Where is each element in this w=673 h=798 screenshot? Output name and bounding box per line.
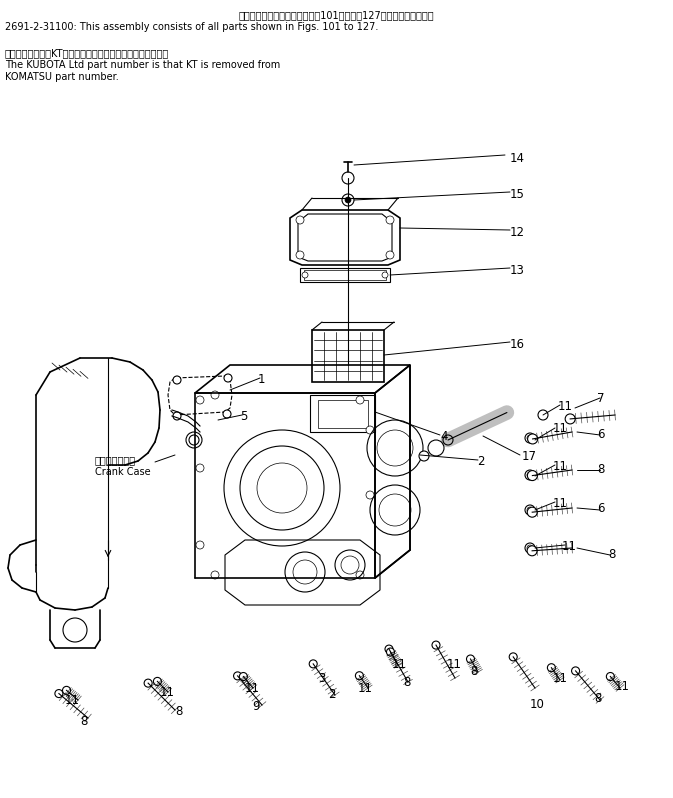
Circle shape (223, 410, 231, 418)
Text: 11: 11 (558, 400, 573, 413)
Text: 17: 17 (522, 450, 537, 463)
Circle shape (240, 673, 248, 681)
Text: クランクケース: クランクケース (95, 455, 136, 465)
Circle shape (466, 655, 474, 663)
Circle shape (528, 434, 538, 444)
Circle shape (342, 194, 354, 206)
Text: 10: 10 (530, 698, 545, 711)
Circle shape (386, 251, 394, 259)
Circle shape (356, 396, 364, 404)
Text: 14: 14 (510, 152, 525, 165)
Text: 4: 4 (440, 430, 448, 443)
Text: 8: 8 (594, 692, 602, 705)
Circle shape (386, 648, 394, 656)
Circle shape (525, 433, 535, 443)
Circle shape (528, 471, 537, 480)
Text: 11: 11 (553, 460, 568, 473)
Text: 8: 8 (403, 676, 411, 689)
Text: 5: 5 (240, 410, 248, 423)
Circle shape (606, 673, 614, 681)
Text: 2691-2-31100: This assembly consists of all parts shown in Figs. 101 to 127.: 2691-2-31100: This assembly consists of … (5, 22, 378, 32)
Text: The KUBOTA Ltd part number is that KT is removed from: The KUBOTA Ltd part number is that KT is… (5, 60, 280, 70)
Text: 2: 2 (477, 455, 485, 468)
Circle shape (234, 672, 242, 680)
Text: 8: 8 (608, 548, 615, 561)
Circle shape (211, 391, 219, 399)
Text: 品番のメーカ記号KTを除いたものが久保田細工の品番です．: 品番のメーカ記号KTを除いたものが久保田細工の品番です． (5, 48, 169, 58)
Text: KOMATSU part number.: KOMATSU part number. (5, 72, 118, 82)
Circle shape (525, 505, 535, 515)
Circle shape (525, 470, 535, 480)
Text: 12: 12 (510, 226, 525, 239)
Text: 16: 16 (510, 338, 525, 351)
Circle shape (366, 426, 374, 434)
Text: 11: 11 (553, 672, 568, 685)
Text: 15: 15 (510, 188, 525, 201)
Circle shape (432, 641, 440, 649)
Text: 11: 11 (245, 682, 260, 695)
Text: 11: 11 (392, 658, 407, 671)
Text: 9: 9 (252, 700, 260, 713)
Text: 8: 8 (80, 715, 87, 728)
Circle shape (63, 686, 71, 694)
Circle shape (144, 679, 152, 687)
Circle shape (55, 689, 63, 697)
Circle shape (196, 396, 204, 404)
Circle shape (509, 653, 518, 661)
Circle shape (196, 464, 204, 472)
Circle shape (386, 216, 394, 224)
Text: 11: 11 (615, 680, 630, 693)
Text: 7: 7 (597, 392, 604, 405)
Circle shape (173, 376, 181, 384)
Circle shape (565, 414, 575, 424)
Text: 11: 11 (553, 422, 568, 435)
Circle shape (355, 672, 363, 680)
Text: 11: 11 (447, 658, 462, 671)
Text: 11: 11 (562, 540, 577, 553)
Text: 11: 11 (358, 682, 373, 695)
Text: 11: 11 (160, 686, 175, 699)
Circle shape (366, 491, 374, 499)
Circle shape (443, 435, 453, 445)
Circle shape (527, 508, 537, 517)
Text: 13: 13 (510, 264, 525, 277)
Text: 11: 11 (65, 694, 80, 707)
Circle shape (345, 197, 351, 203)
Circle shape (571, 667, 579, 675)
Text: このアセンブリの構成部品は第101図から第127図までご卓みます．: このアセンブリの構成部品は第101図から第127図までご卓みます． (238, 10, 434, 20)
Circle shape (385, 645, 393, 653)
Text: 8: 8 (175, 705, 182, 718)
Circle shape (196, 541, 204, 549)
Text: 8: 8 (597, 463, 604, 476)
Circle shape (224, 374, 232, 382)
Circle shape (525, 543, 535, 553)
Circle shape (309, 660, 317, 668)
Circle shape (153, 678, 162, 685)
Circle shape (538, 410, 548, 420)
Text: 3: 3 (318, 672, 325, 685)
Text: 6: 6 (597, 502, 604, 515)
Circle shape (173, 412, 181, 420)
Text: 8: 8 (470, 665, 477, 678)
Text: Crank Case: Crank Case (95, 467, 151, 477)
Circle shape (296, 251, 304, 259)
Circle shape (356, 571, 364, 579)
Circle shape (296, 216, 304, 224)
Text: 6: 6 (597, 428, 604, 441)
Text: 1: 1 (258, 373, 266, 386)
Circle shape (419, 451, 429, 461)
Circle shape (382, 272, 388, 278)
Circle shape (302, 272, 308, 278)
Text: 11: 11 (553, 497, 568, 510)
Circle shape (211, 571, 219, 579)
Circle shape (428, 440, 444, 456)
Circle shape (547, 664, 555, 672)
Text: 2: 2 (328, 688, 336, 701)
Circle shape (527, 546, 537, 555)
